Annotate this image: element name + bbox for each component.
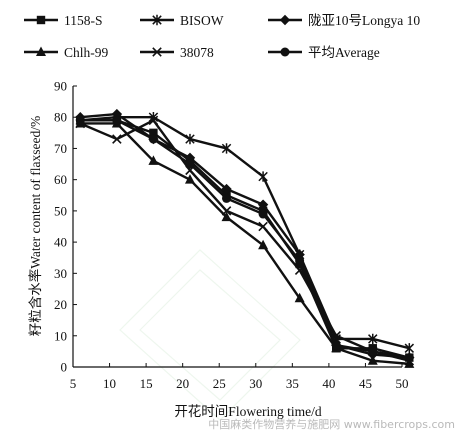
data-point: [221, 211, 232, 222]
x-tick-label: 35: [286, 376, 299, 391]
axes: 0 10 20 30 40 50 60 70 80 90 5 10 15 20 25 30 35 40 45 50: [54, 79, 409, 392]
y-tick-label: 70: [54, 141, 67, 156]
series-line: [79, 119, 410, 362]
data-point: [222, 193, 232, 203]
legend-item: 38078: [140, 45, 214, 60]
data-point: [258, 221, 268, 232]
legend-marker: [36, 15, 46, 25]
y-tick-label: 80: [54, 110, 67, 125]
series-line: [80, 122, 410, 366]
y-axis-title: 籽粒含水率Water content of flaxseed/%: [27, 116, 43, 336]
y-tick-label: 10: [54, 328, 67, 343]
series-6: [75, 115, 414, 363]
y-tick-label: 90: [54, 79, 67, 94]
data-point: [112, 115, 122, 125]
x-axis-title: 开花时间Flowering time/d: [174, 404, 322, 419]
x-tick-label: 30: [249, 376, 262, 391]
data-point: [331, 340, 341, 350]
data-point: [148, 134, 158, 144]
watermark-text: 中国麻类作物营养与施肥网 www.fibercrops.com: [208, 417, 455, 431]
series-line: [80, 119, 410, 359]
data-point: [258, 209, 268, 219]
data-point: [184, 174, 195, 184]
data-point: [221, 143, 232, 154]
legend-marker: [152, 14, 162, 26]
series-line: [80, 116, 410, 350]
legend-label: 1158-S: [64, 13, 103, 28]
data-point: [149, 128, 158, 138]
data-point: [185, 133, 195, 145]
data-point: [295, 256, 305, 266]
legend-item: 陇亚10号Longya 10: [268, 13, 420, 28]
legend-marker: [280, 47, 290, 57]
legend-item: 平均Average: [268, 45, 380, 60]
series-line: [80, 112, 410, 359]
data-point: [368, 333, 378, 345]
x-tick-label: 10: [103, 376, 116, 391]
legend-label: 38078: [180, 45, 214, 60]
data-point: [258, 239, 269, 250]
y-tick-label: 50: [54, 203, 67, 218]
legend-marker: [152, 47, 162, 57]
data-point: [404, 353, 414, 363]
series-line: [80, 119, 410, 359]
y-tick-label: 0: [61, 360, 68, 375]
data-point: [221, 206, 232, 216]
data-point: [111, 108, 123, 120]
data-point: [294, 292, 305, 303]
watermark-shape: [119, 249, 301, 421]
y-tick-label: 40: [54, 235, 67, 250]
series-2: [75, 112, 415, 354]
data-point: [112, 134, 122, 144]
data-point: [257, 199, 269, 210]
series-4: [75, 117, 415, 368]
x-tick-label: 40: [322, 376, 335, 391]
y-tick-label: 20: [54, 297, 67, 312]
x-tick-label: 5: [70, 376, 77, 391]
y-tick-label: 60: [54, 172, 67, 187]
x-tick-label: 50: [396, 376, 409, 391]
data-point: [148, 115, 159, 126]
legend-item: 1158-S: [24, 13, 103, 28]
legend-label: Chlh-99: [64, 45, 109, 60]
x-tick-label: 25: [213, 376, 226, 391]
series-1: [76, 116, 414, 362]
legend-item: Chlh-99: [24, 45, 109, 60]
legend: 1158-S BISOW 陇亚10号Longya 10 Chlh-99 38078 平均A…: [24, 13, 420, 60]
data-point: [185, 159, 195, 169]
legend-label: 陇亚10号Longya 10: [308, 13, 420, 28]
y-tick-label: 30: [54, 266, 67, 281]
legend-marker: [279, 14, 291, 26]
data-point: [148, 155, 159, 165]
data-point: [404, 358, 415, 368]
series-5: [75, 115, 415, 366]
data-point: [221, 183, 232, 195]
x-tick-label: 20: [176, 376, 189, 391]
legend-label: 平均Average: [308, 45, 380, 60]
data-point: [368, 346, 378, 356]
data-point: [75, 115, 85, 125]
data-point: [367, 355, 378, 365]
x-tick-label: 15: [140, 376, 153, 391]
legend-label: BISOW: [180, 13, 224, 28]
legend-marker: [36, 46, 46, 56]
data-point: [404, 343, 415, 354]
x-tick-label: 45: [359, 376, 372, 391]
data-point: [258, 171, 268, 182]
legend-item: BISOW: [140, 13, 224, 28]
series-layer: [75, 108, 415, 368]
